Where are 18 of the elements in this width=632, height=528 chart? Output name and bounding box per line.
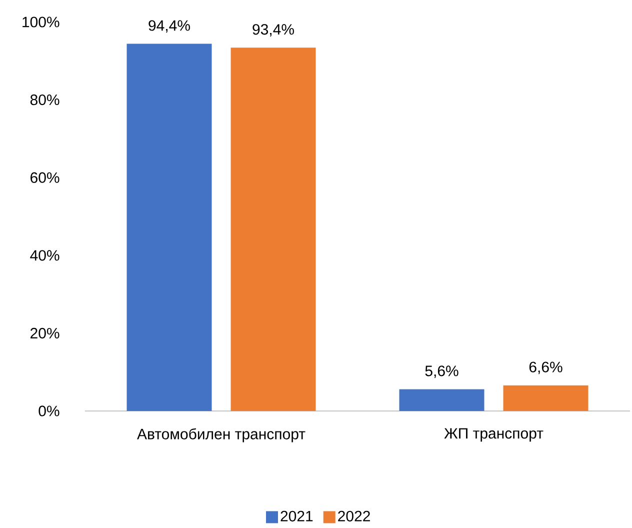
bar	[230, 48, 316, 412]
y-tick-label: 40%	[30, 250, 60, 261]
data-label: 93,4%	[252, 24, 294, 37]
legend-label: 2021	[280, 511, 313, 522]
legend-label: 2022	[338, 511, 370, 522]
bar	[126, 44, 212, 412]
y-tick-label: 100%	[22, 16, 60, 28]
y-tick-label: 60%	[30, 172, 60, 184]
bar	[503, 386, 588, 412]
data-label: 6,6%	[529, 362, 562, 374]
y-tick-label: 20%	[30, 328, 60, 339]
x-tick-label: Автомобилен транспорт	[137, 428, 306, 443]
data-label: 5,6%	[425, 366, 458, 378]
data-label: 94,4%	[148, 20, 190, 33]
y-tick-label: 80%	[30, 94, 60, 106]
y-tick-label: 0%	[38, 406, 60, 417]
bar	[399, 389, 484, 412]
x-tick-label: ЖП транспорт	[444, 428, 544, 442]
